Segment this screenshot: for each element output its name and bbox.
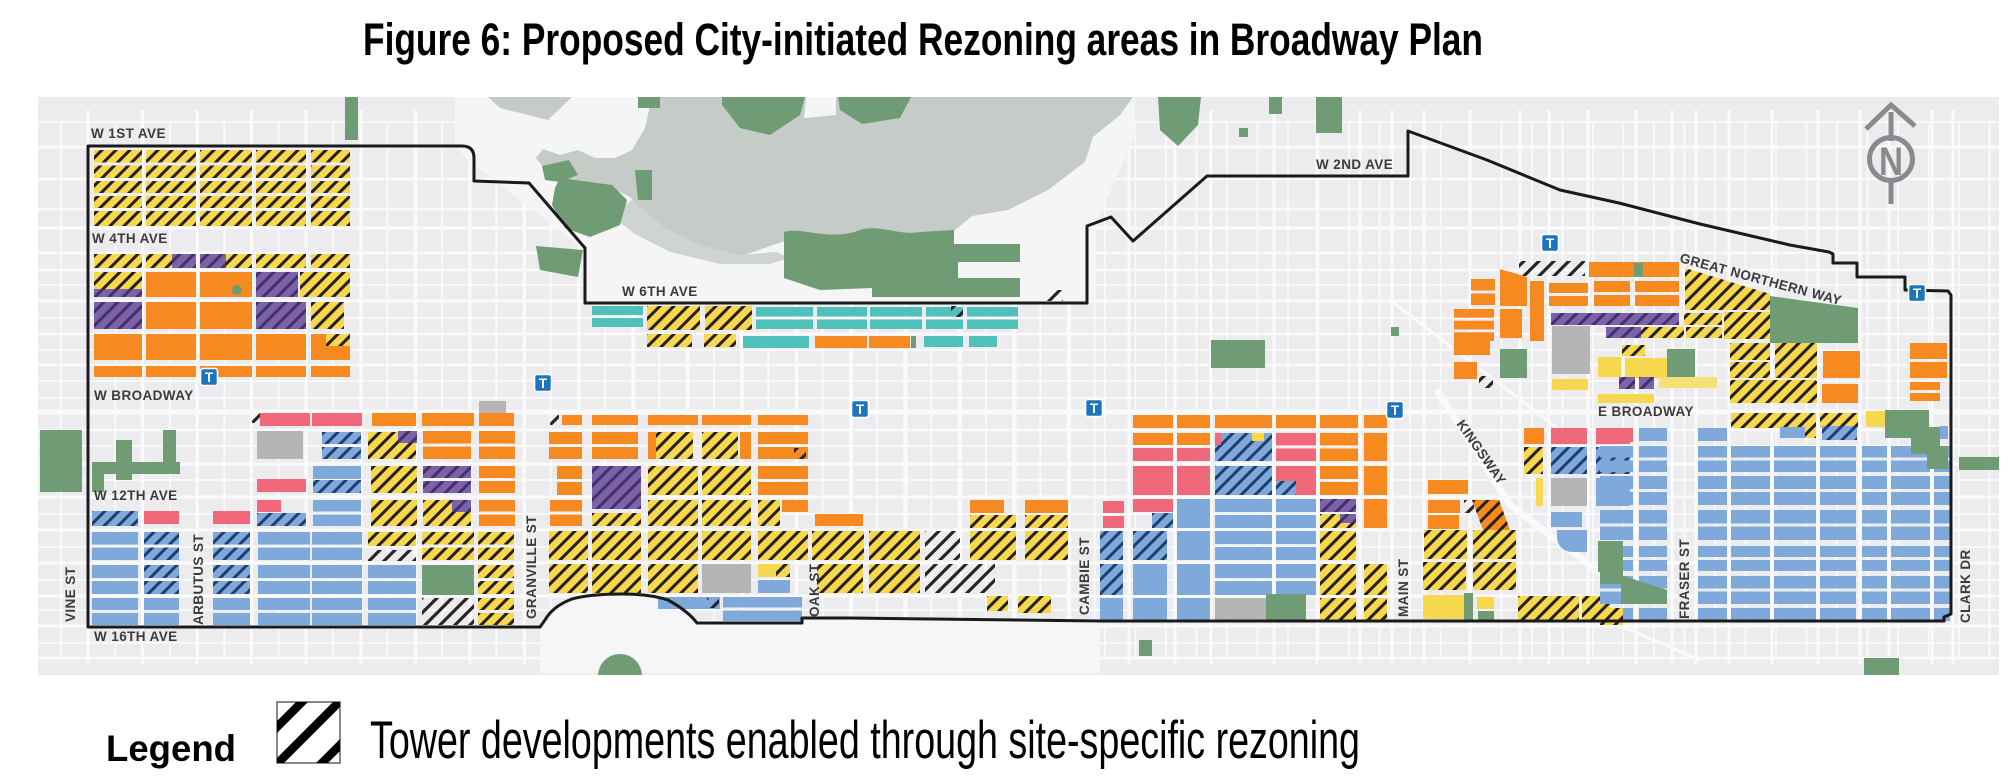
- svg-text:T: T: [856, 402, 865, 417]
- svg-text:CAMBIE ST: CAMBIE ST: [1077, 537, 1092, 615]
- svg-text:OAK ST: OAK ST: [807, 563, 822, 617]
- svg-text:W 12TH AVE: W 12TH AVE: [94, 488, 178, 503]
- svg-text:W 2ND AVE: W 2ND AVE: [1316, 157, 1393, 172]
- svg-text:W BROADWAY: W BROADWAY: [94, 388, 194, 403]
- svg-text:N: N: [1879, 140, 1903, 184]
- svg-text:T: T: [1546, 236, 1555, 251]
- svg-text:CLARK DR: CLARK DR: [1958, 549, 1973, 623]
- svg-text:FRASER ST: FRASER ST: [1677, 539, 1692, 619]
- svg-text:MAIN ST: MAIN ST: [1396, 558, 1411, 617]
- svg-text:Legend: Legend: [106, 728, 236, 769]
- svg-text:T: T: [1090, 401, 1099, 416]
- svg-text:Figure 6: Proposed City-initia: Figure 6: Proposed City-initiated Rezoni…: [363, 14, 1483, 65]
- svg-text:T: T: [1391, 403, 1400, 418]
- svg-text:T: T: [205, 370, 214, 385]
- svg-text:W 16TH AVE: W 16TH AVE: [94, 629, 178, 644]
- svg-text:W 6TH AVE: W 6TH AVE: [622, 284, 698, 299]
- svg-text:ARBUTUS ST: ARBUTUS ST: [191, 534, 206, 625]
- svg-text:T: T: [1913, 286, 1922, 301]
- svg-text:E BROADWAY: E BROADWAY: [1598, 404, 1694, 419]
- svg-text:Tower developments enabled thr: Tower developments enabled through site-…: [370, 711, 1360, 770]
- svg-text:W 4TH AVE: W 4TH AVE: [92, 231, 168, 246]
- svg-text:GRANVILLE ST: GRANVILLE ST: [524, 515, 539, 619]
- svg-text:T: T: [539, 376, 548, 391]
- svg-text:VINE ST: VINE ST: [63, 566, 78, 622]
- svg-text:W 1ST AVE: W 1ST AVE: [91, 126, 166, 141]
